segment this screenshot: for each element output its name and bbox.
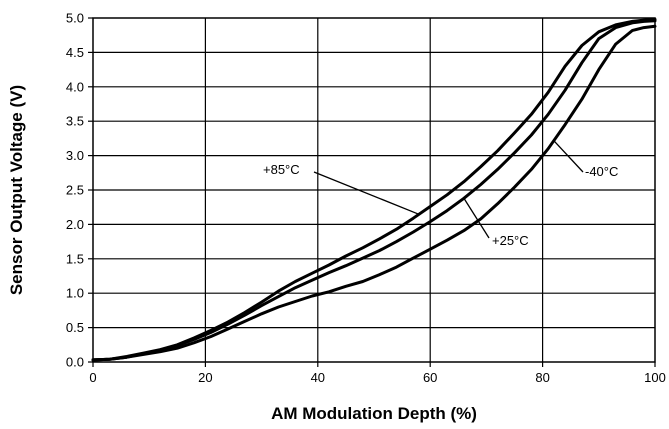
y-tick-label: 4.5 xyxy=(66,45,84,60)
x-tick-label: 80 xyxy=(535,370,549,385)
y-tick-label: 0.5 xyxy=(66,320,84,335)
annotation-leader-line xyxy=(463,197,490,239)
x-tick-label: 60 xyxy=(423,370,437,385)
y-tick-label: 3.5 xyxy=(66,114,84,129)
x-tick-label: 100 xyxy=(644,370,666,385)
x-axis-title: AM Modulation Depth (%) xyxy=(271,404,477,423)
plot-frame xyxy=(92,17,656,363)
y-tick-label: 5.0 xyxy=(66,11,84,26)
annotation-leader-line xyxy=(313,171,420,215)
x-tick-label: 0 xyxy=(89,370,96,385)
y-tick-label: 0.0 xyxy=(66,355,84,370)
series-line-40c xyxy=(91,24,657,362)
y-tick-label: 3.0 xyxy=(66,148,84,163)
series-layer xyxy=(91,17,657,362)
annotation-layer: +85°C +25°C -40°C xyxy=(263,140,618,248)
y-tick-label: 2.0 xyxy=(66,217,84,232)
x-tick-label: 20 xyxy=(198,370,212,385)
y-axis-title: Sensor Output Voltage (V) xyxy=(7,85,26,295)
annotation-leader-line xyxy=(553,140,584,173)
annotation-label: -40°C xyxy=(585,164,618,179)
y-tick-label: 1.0 xyxy=(66,286,84,301)
x-tick-label: 40 xyxy=(311,370,325,385)
grid-layer xyxy=(93,18,655,362)
y-tick-label: 2.5 xyxy=(66,183,84,198)
annotation-label: +85°C xyxy=(263,162,300,177)
tick-layer: 0 20 40 60 80 100 0.0 0.5 1.0 1.5 2.0 2.5 3.0 3.5 4.0 4… xyxy=(66,11,666,386)
annotation-label: +25°C xyxy=(492,233,529,248)
series-line-25c xyxy=(91,19,657,362)
y-tick-label: 1.5 xyxy=(66,251,84,266)
y-tick-label: 4.0 xyxy=(66,79,84,94)
